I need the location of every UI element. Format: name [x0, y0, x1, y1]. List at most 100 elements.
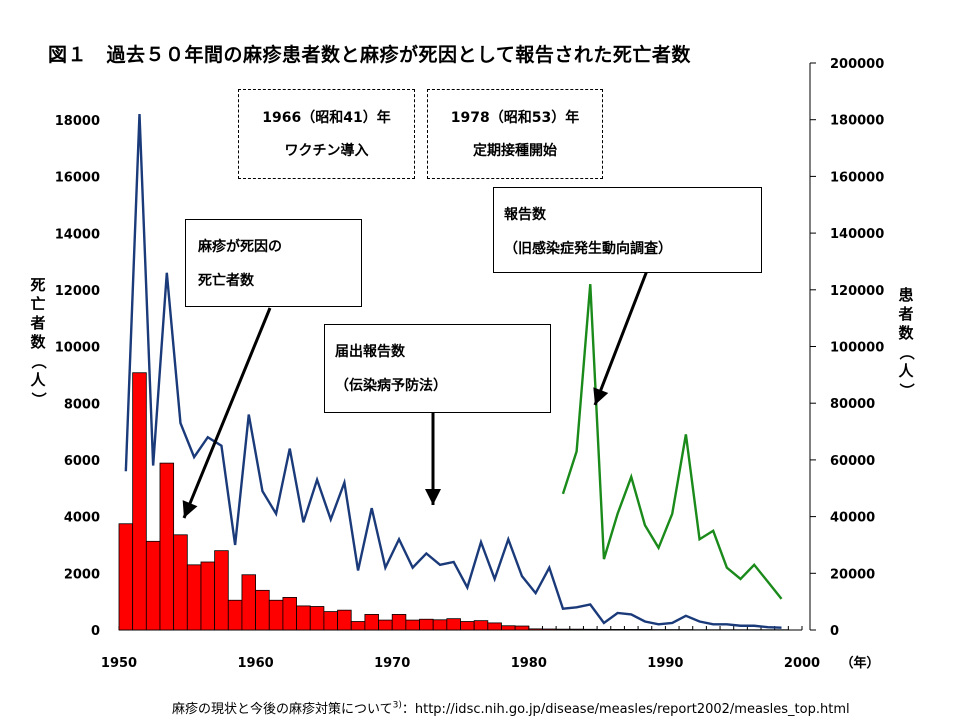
surveillance-cases-line: [561, 284, 783, 600]
death-bar: [227, 599, 243, 631]
death-bar: [145, 540, 161, 631]
footnote-text: 麻疹の現状と今後の麻疹対策について: [172, 702, 393, 717]
annotation-routine-line1: 1978（昭和53）年: [450, 110, 580, 126]
annotation-vaccine-line2: ワクチン導入: [284, 143, 369, 159]
death-bar: [159, 462, 175, 631]
death-bar: [514, 625, 530, 631]
annotation-surveillance-line1: 報告数: [504, 207, 546, 223]
death-bar: [364, 614, 379, 631]
y-right-tick-label: 160000: [830, 170, 884, 185]
annotation-routine-line2: 定期接種開始: [473, 143, 557, 159]
death-bar: [214, 550, 229, 631]
y-right-tick-label: 180000: [830, 114, 884, 129]
death-bar: [268, 599, 284, 631]
y-right-tick-label: 120000: [830, 284, 884, 299]
death-bar: [378, 619, 393, 631]
annotation-deaths-line2: 死亡者数: [198, 273, 254, 289]
death-bar: [173, 534, 188, 631]
annotation-arrows: [182, 267, 650, 519]
death-bar: [624, 629, 639, 631]
y-left-tick-label: 0: [91, 624, 100, 639]
annotation-notified-line1: 届出報告数: [335, 344, 405, 360]
death-bar: [473, 620, 489, 631]
y-left-tick-label: 8000: [64, 397, 100, 412]
surveillance-arrow: [593, 267, 650, 406]
death-bar: [296, 605, 311, 631]
surveillance-arrow-head: [593, 387, 609, 405]
y-left-tick-label: 12000: [55, 284, 100, 299]
deaths-arrow: [182, 307, 272, 519]
deaths-arrow-shaft: [182, 307, 272, 519]
surveillance-arrow-shaft: [593, 267, 650, 406]
death-bar: [391, 614, 407, 631]
notified-cases-line: [124, 113, 782, 629]
case-lines: [124, 113, 783, 629]
annotation-deaths-line1: 麻疹が死因の: [198, 239, 282, 255]
axes-layer: 0 2000 4000 6000 8000 10000 12000 14000 16000 180…: [55, 57, 885, 671]
death-bar: [596, 629, 612, 631]
y-right-tick-label: 40000: [830, 511, 875, 526]
footnote-url: ：http://idsc.nih.go.jp/disease/measles/r…: [401, 702, 850, 717]
death-bar: [610, 629, 625, 631]
death-bar: [542, 628, 557, 631]
death-bar: [309, 606, 325, 631]
death-bar: [569, 628, 584, 631]
y-right-tick-label: 140000: [830, 227, 884, 242]
y-left-tick-label: 4000: [64, 511, 100, 526]
y-left-tick-label: 10000: [55, 341, 100, 356]
chart-title: 図１ 過去５０年間の麻疹患者数と麻疹が死因として報告された死亡者数: [48, 44, 691, 66]
deaths-bars: [118, 372, 789, 631]
annotation-notified-label: 届出報告数 （伝染病予防法）: [324, 324, 551, 413]
x-tick-label: 1950: [101, 656, 137, 671]
annotation-routine-vaccination: 1978（昭和53）年 定期接種開始: [427, 89, 603, 179]
right-axis-label: 患者数（人）: [897, 286, 916, 398]
annotation-notified-line2: （伝染病予防法）: [335, 378, 447, 394]
deaths-arrow-head: [182, 500, 198, 518]
death-bar: [637, 629, 653, 631]
y-left-tick-label: 6000: [64, 454, 100, 469]
annotation-surveillance-line2: （旧感染症発生動向調査）: [504, 241, 672, 257]
death-bar: [323, 611, 338, 631]
death-bar: [528, 628, 543, 631]
y-right-tick-label: 200000: [830, 57, 884, 72]
death-bar: [200, 561, 216, 631]
x-tick-label: 1970: [374, 656, 410, 671]
notified-arrow: [425, 404, 441, 505]
left-axis-label: 死亡者数（人）: [29, 276, 48, 407]
death-bar: [583, 628, 598, 631]
death-bar: [350, 621, 366, 631]
annotation-surveillance-label: 報告数 （旧感染症発生動向調査）: [493, 187, 762, 273]
death-bar: [255, 589, 270, 631]
x-tick-label: 1990: [647, 656, 683, 671]
annotation-deaths-label: 麻疹が死因の 死亡者数: [185, 219, 362, 307]
y-right-tick-label: 80000: [830, 397, 875, 412]
death-bar: [241, 574, 257, 631]
y-right-tick-label: 60000: [830, 454, 875, 469]
x-tick-label: 1980: [511, 656, 547, 671]
death-bar: [555, 628, 571, 631]
death-bar: [282, 597, 297, 631]
death-bar: [501, 625, 516, 631]
death-bar: [186, 564, 202, 631]
death-bar: [132, 372, 147, 631]
y-left-tick-label: 2000: [64, 567, 100, 582]
death-bar: [118, 523, 134, 631]
footnote-ref: 3): [392, 700, 402, 711]
y-right-tick-label: 100000: [830, 341, 884, 356]
x-tick-label: 1960: [238, 656, 274, 671]
y-left-tick-label: 18000: [55, 114, 100, 129]
y-right-tick-label: 20000: [830, 567, 875, 582]
x-tick-label: 2000: [784, 656, 820, 671]
notified-arrow-head: [425, 489, 441, 505]
death-bar: [405, 619, 420, 631]
death-bar: [487, 622, 502, 631]
death-bar: [337, 609, 352, 631]
y-right-tick-label: 0: [830, 624, 839, 639]
death-bar: [460, 621, 475, 631]
annotation-vaccine-introduction: 1966（昭和41）年 ワクチン導入: [238, 89, 415, 179]
annotation-vaccine-line1: 1966（昭和41）年: [262, 110, 391, 126]
source-footnote: 麻疹の現状と今後の麻疹対策について3)：http://idsc.nih.go.j…: [172, 698, 850, 717]
death-bar: [446, 618, 461, 631]
y-left-tick-label: 14000: [55, 227, 100, 242]
